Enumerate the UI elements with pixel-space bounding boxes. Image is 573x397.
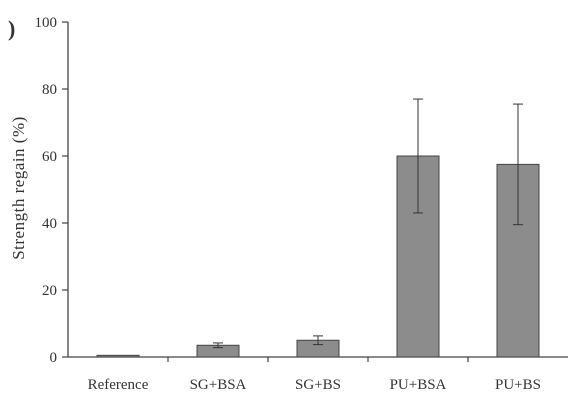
y-tick-label: 20 — [42, 283, 57, 299]
x-tick-label: SG+BS — [295, 377, 341, 393]
bar-reference — [96, 354, 140, 358]
y-tick-label: 0 — [50, 350, 58, 366]
bar-pu-bs — [496, 163, 540, 358]
x-ticks — [167, 357, 469, 362]
x-tick-label: PU+BS — [495, 377, 541, 393]
panel-label: ) — [8, 16, 15, 41]
error-bars — [213, 98, 523, 349]
y-ticks: 0 20 40 60 80 100 — [35, 15, 68, 366]
bars — [96, 155, 540, 358]
y-axis-title: Strength regain (%) — [9, 116, 28, 260]
category-labels: Reference SG+BSA SG+BS PU+BSA PU+BS — [88, 377, 541, 393]
x-tick-label: PU+BSA — [390, 377, 447, 393]
y-tick-label: 40 — [42, 216, 57, 232]
x-tick-label: SG+BSA — [190, 377, 247, 393]
y-tick-label: 100 — [35, 15, 58, 31]
y-tick-label: 80 — [42, 82, 57, 98]
y-tick-label: 60 — [42, 149, 57, 165]
x-tick-label: Reference — [88, 377, 149, 393]
